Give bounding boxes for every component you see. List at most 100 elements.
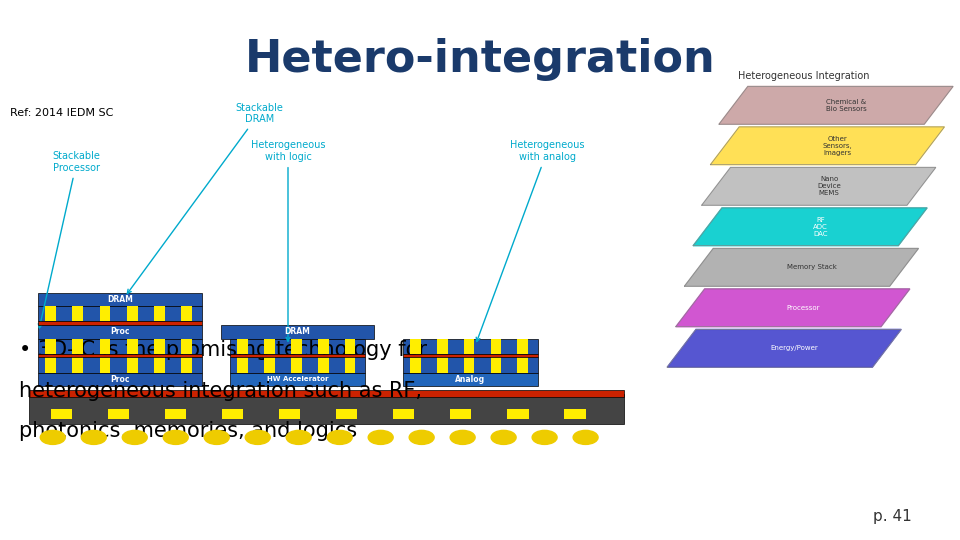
Circle shape [163, 430, 188, 444]
FancyBboxPatch shape [345, 357, 355, 373]
Circle shape [327, 430, 352, 444]
FancyBboxPatch shape [51, 409, 72, 419]
FancyBboxPatch shape [230, 373, 365, 386]
FancyBboxPatch shape [345, 339, 355, 354]
Text: Heterogeneous
with logic: Heterogeneous with logic [251, 140, 325, 341]
Text: Other
Sensors,
Imagers: Other Sensors, Imagers [823, 136, 852, 156]
FancyBboxPatch shape [165, 409, 186, 419]
Polygon shape [693, 208, 927, 246]
Text: Ref: 2014 IEDM SC: Ref: 2014 IEDM SC [10, 108, 113, 118]
Polygon shape [667, 329, 901, 367]
FancyBboxPatch shape [38, 293, 202, 306]
Text: HW Accelerator: HW Accelerator [267, 376, 328, 382]
FancyBboxPatch shape [291, 357, 301, 373]
FancyBboxPatch shape [38, 357, 202, 373]
FancyBboxPatch shape [318, 357, 328, 373]
FancyBboxPatch shape [437, 357, 447, 373]
FancyBboxPatch shape [45, 339, 56, 354]
FancyBboxPatch shape [154, 339, 165, 354]
FancyBboxPatch shape [508, 409, 529, 419]
Text: Heterogeneous
with analog: Heterogeneous with analog [476, 140, 585, 341]
Text: Memory Stack: Memory Stack [787, 264, 837, 271]
Text: Analog: Analog [455, 375, 486, 384]
Text: Nano
Device
MEMS: Nano Device MEMS [817, 176, 841, 197]
Text: Proc: Proc [110, 375, 130, 384]
FancyBboxPatch shape [181, 306, 192, 321]
FancyBboxPatch shape [291, 339, 301, 354]
FancyBboxPatch shape [38, 354, 202, 357]
FancyBboxPatch shape [491, 357, 501, 373]
FancyBboxPatch shape [517, 357, 528, 373]
FancyBboxPatch shape [450, 409, 471, 419]
Polygon shape [710, 127, 945, 165]
FancyBboxPatch shape [100, 339, 110, 354]
Text: DRAM: DRAM [108, 295, 132, 304]
Text: • 3D-IC is the promising technology for: • 3D-IC is the promising technology for [19, 340, 427, 360]
FancyBboxPatch shape [38, 373, 202, 386]
FancyBboxPatch shape [403, 373, 538, 386]
FancyBboxPatch shape [38, 339, 202, 354]
Circle shape [369, 430, 394, 444]
Text: Stackable
DRAM: Stackable DRAM [128, 103, 283, 294]
Circle shape [450, 430, 475, 444]
FancyBboxPatch shape [564, 409, 586, 419]
Text: Hetero-integration: Hetero-integration [245, 38, 715, 81]
FancyBboxPatch shape [154, 357, 165, 373]
FancyBboxPatch shape [318, 339, 328, 354]
FancyBboxPatch shape [72, 306, 84, 321]
FancyBboxPatch shape [127, 339, 137, 354]
Text: Stackable
Processor: Stackable Processor [38, 151, 101, 328]
FancyBboxPatch shape [230, 357, 365, 373]
Circle shape [245, 430, 270, 444]
FancyBboxPatch shape [100, 357, 110, 373]
FancyBboxPatch shape [72, 339, 84, 354]
Text: RF
ADC
DAC: RF ADC DAC [813, 217, 828, 237]
FancyBboxPatch shape [29, 394, 624, 424]
FancyBboxPatch shape [464, 339, 474, 354]
FancyBboxPatch shape [264, 357, 275, 373]
Circle shape [409, 430, 434, 444]
FancyBboxPatch shape [38, 325, 202, 339]
FancyBboxPatch shape [237, 357, 248, 373]
FancyBboxPatch shape [29, 390, 624, 397]
Text: Chemical &
Bio Sensors: Chemical & Bio Sensors [826, 99, 867, 112]
Circle shape [40, 430, 65, 444]
FancyBboxPatch shape [403, 339, 538, 354]
Text: p. 41: p. 41 [874, 509, 912, 524]
FancyBboxPatch shape [127, 357, 137, 373]
Circle shape [82, 430, 107, 444]
Circle shape [286, 430, 311, 444]
FancyBboxPatch shape [154, 306, 165, 321]
FancyBboxPatch shape [403, 354, 538, 357]
Polygon shape [702, 167, 936, 205]
FancyBboxPatch shape [437, 339, 447, 354]
FancyBboxPatch shape [230, 354, 365, 357]
FancyBboxPatch shape [517, 339, 528, 354]
Text: Energy/Power: Energy/Power [771, 345, 818, 352]
FancyBboxPatch shape [38, 306, 202, 321]
Polygon shape [684, 248, 919, 286]
FancyBboxPatch shape [45, 357, 56, 373]
Circle shape [532, 430, 557, 444]
Circle shape [204, 430, 229, 444]
FancyBboxPatch shape [394, 409, 415, 419]
FancyBboxPatch shape [279, 409, 300, 419]
Text: Processor: Processor [786, 305, 820, 311]
Text: heterogeneous integration such as RF,: heterogeneous integration such as RF, [19, 381, 422, 401]
Text: photonics, memories, and logics: photonics, memories, and logics [19, 421, 357, 441]
FancyBboxPatch shape [464, 357, 474, 373]
Circle shape [122, 430, 147, 444]
FancyBboxPatch shape [72, 357, 84, 373]
FancyBboxPatch shape [100, 306, 110, 321]
FancyBboxPatch shape [222, 409, 243, 419]
FancyBboxPatch shape [45, 306, 56, 321]
FancyBboxPatch shape [237, 339, 248, 354]
FancyBboxPatch shape [491, 339, 501, 354]
FancyBboxPatch shape [181, 339, 192, 354]
Circle shape [492, 430, 516, 444]
Text: Proc: Proc [110, 327, 130, 336]
FancyBboxPatch shape [181, 357, 192, 373]
FancyBboxPatch shape [403, 357, 538, 373]
FancyBboxPatch shape [38, 321, 202, 325]
FancyBboxPatch shape [410, 357, 420, 373]
